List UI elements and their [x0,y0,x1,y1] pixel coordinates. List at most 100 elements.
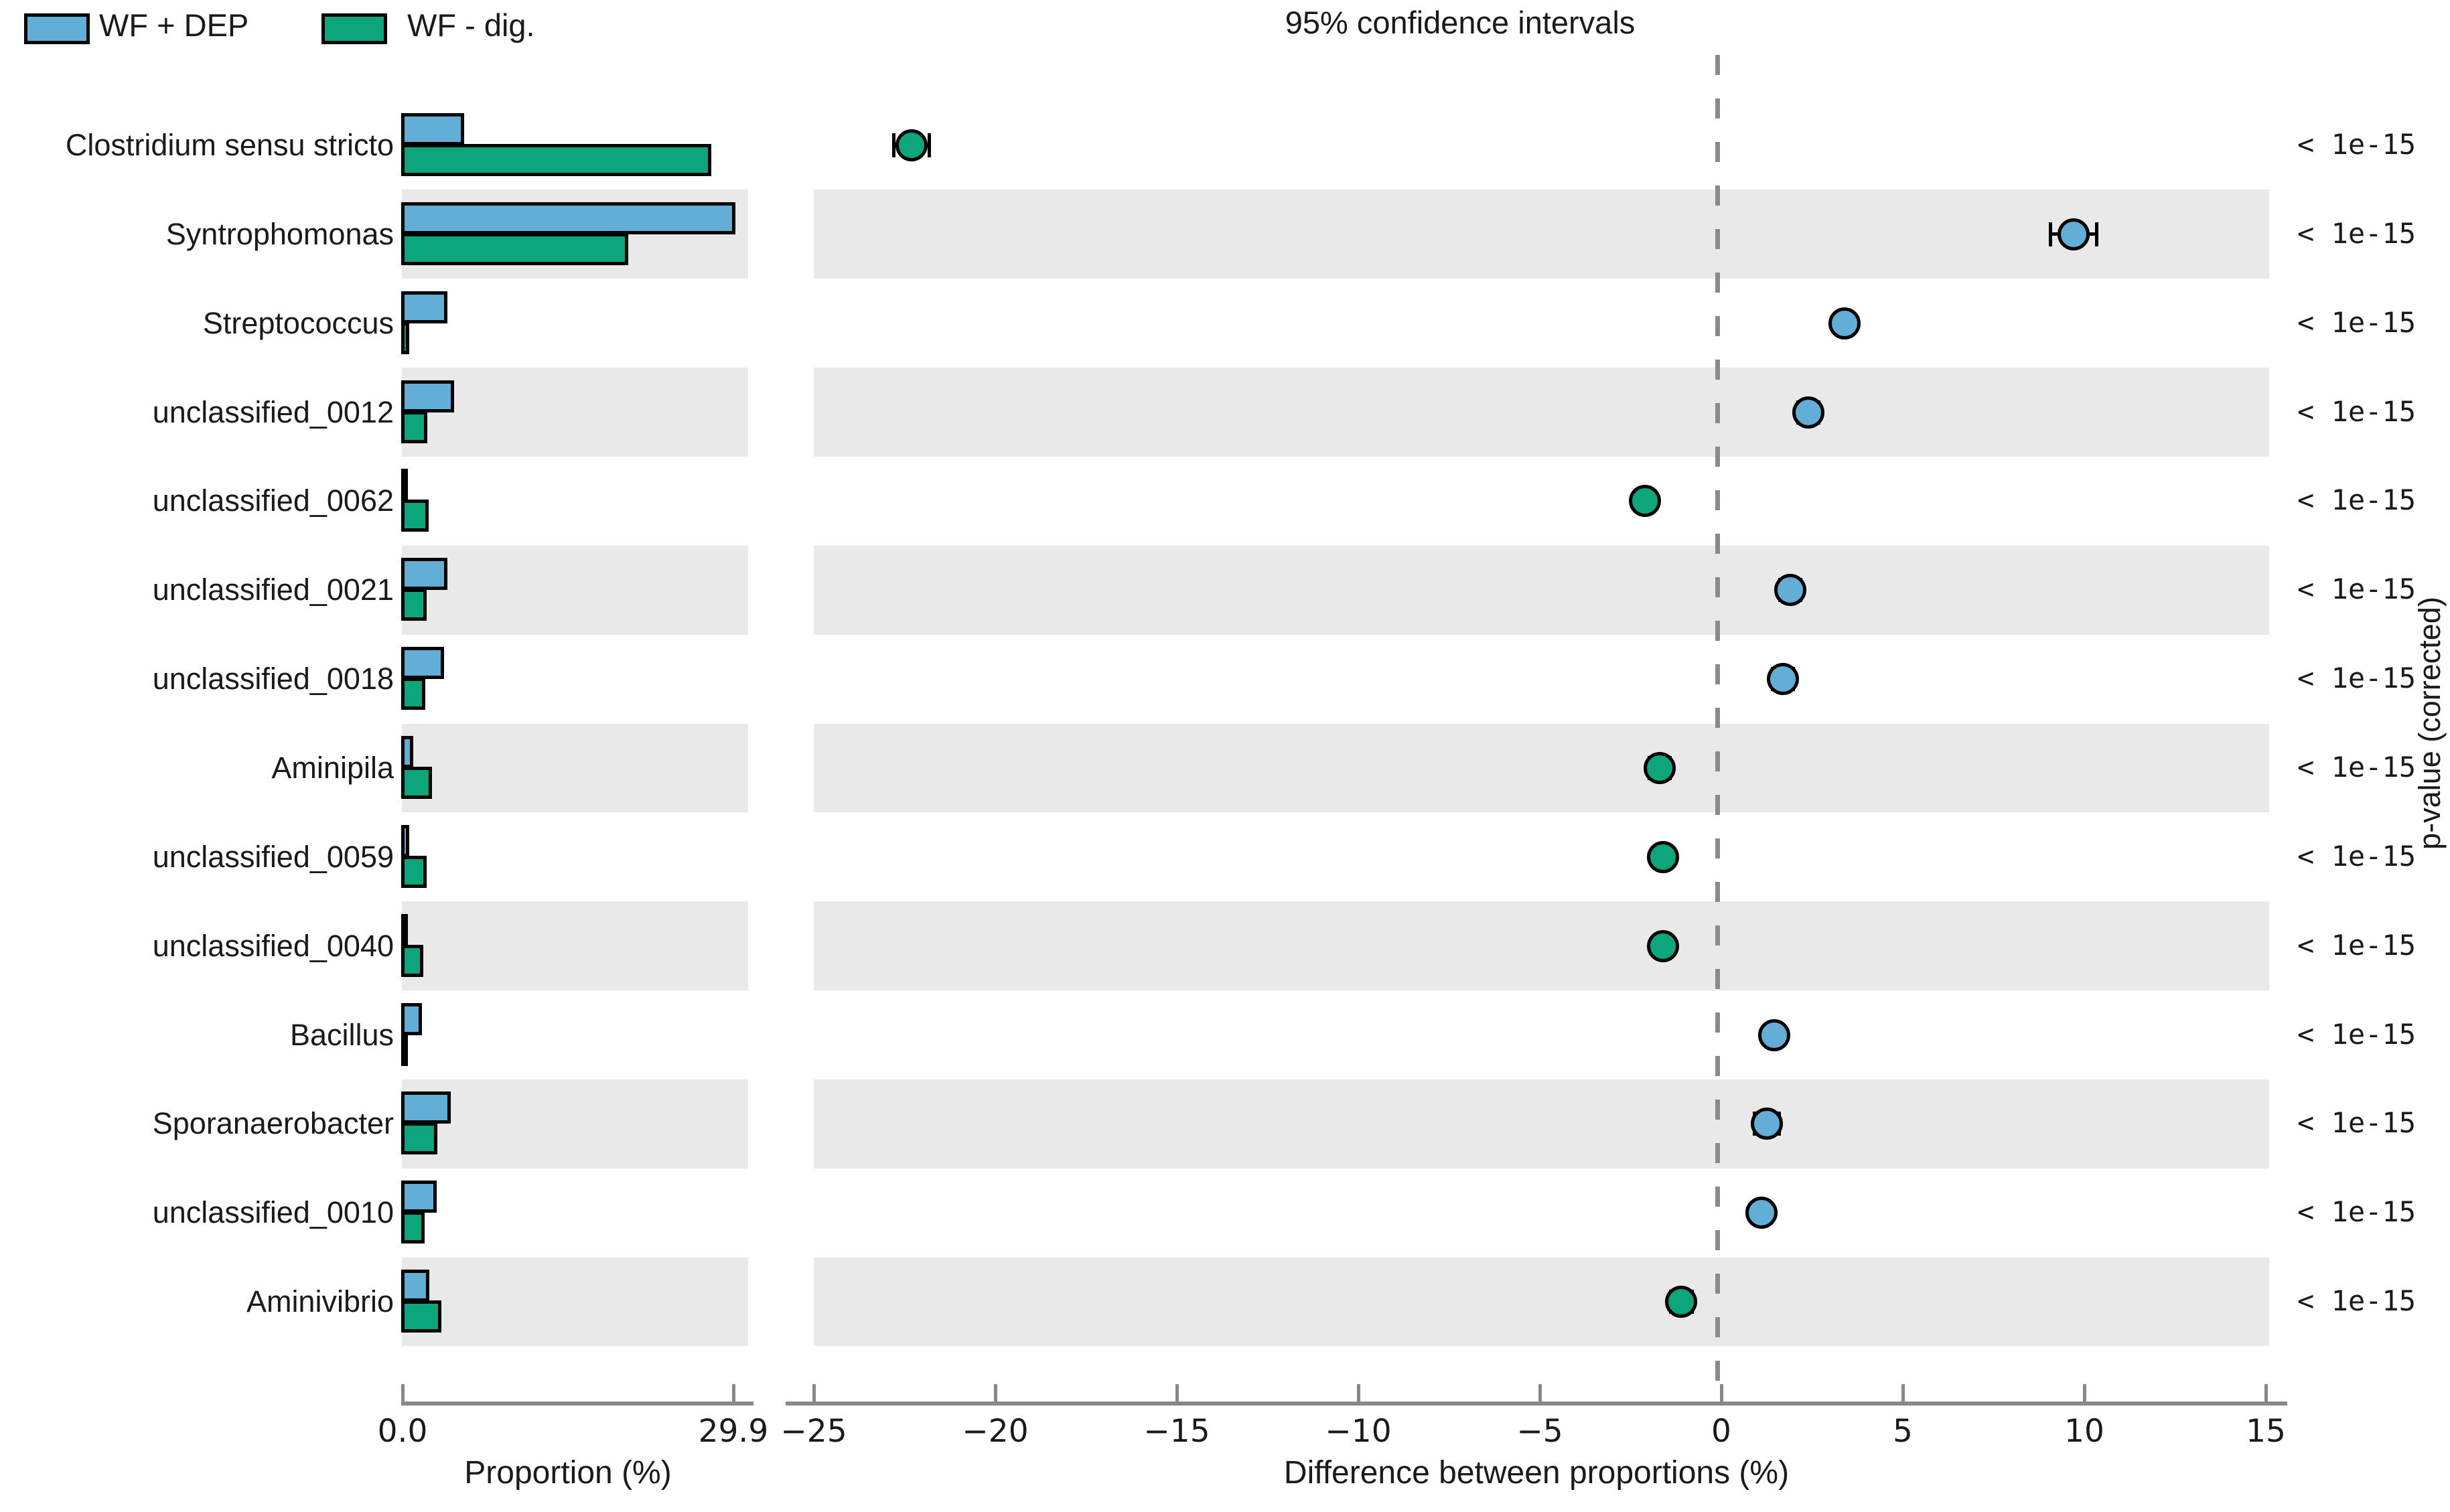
p-value: < 1e-15 [2297,1017,2417,1051]
left-axis-tick-label: 0.0 [377,1413,428,1450]
legend-swatch-wf-dep [24,13,90,44]
row-band-right [814,368,2269,457]
p-value: < 1e-15 [2297,1106,2417,1140]
bar-wf-dep [401,469,408,502]
legend-label-wf-dep: WF + DEP [99,7,249,43]
bar-wf-dep [401,113,465,145]
zero-dashed-line [1715,55,1720,1402]
right-axis-tick-label: −5 [1516,1413,1563,1450]
bar-wf-dig [401,589,427,621]
p-value: < 1e-15 [2297,1284,2417,1318]
taxon-label: unclassified_0062 [152,483,394,518]
x-axis-left [401,1402,753,1406]
row-band-right [814,901,2269,991]
bar-wf-dig [401,410,427,443]
p-value: < 1e-15 [2297,928,2417,962]
ci-dot [1757,1018,1790,1051]
ci-dot [1745,1197,1778,1229]
p-value: < 1e-15 [2297,305,2417,339]
ci-dot [1647,840,1680,873]
right-axis-tick-label: −25 [780,1413,847,1450]
right-axis-tick-label: 5 [1893,1413,1913,1450]
left-axis-tick [401,1384,405,1402]
ci-dot [1665,1286,1698,1318]
taxon-label: unclassified_0021 [152,573,394,607]
row-band-right [814,1257,2269,1347]
row-band-left [402,545,748,635]
bar-wf-dig [401,232,628,265]
bar-wf-dep [401,735,414,768]
bar-wf-dig [401,1300,441,1333]
taxon-label: Aminipila [271,750,394,785]
right-axis-tick [1538,1384,1542,1402]
taxon-label: Bacillus [289,1017,394,1052]
bar-wf-dig [401,321,409,354]
bar-wf-dig [401,144,711,176]
legend-swatch-wf-dig [321,13,387,44]
taxon-label: Syntrophomonas [165,216,394,251]
ci-dot [1643,751,1676,784]
taxon-label: unclassified_0012 [152,394,394,429]
ci-dot [1828,307,1861,339]
bar-wf-dig [401,855,427,888]
ci-dot [1792,396,1825,429]
ci-dot [895,129,928,161]
p-value: < 1e-15 [2297,128,2417,161]
right-axis-title: Difference between proportions (%) [1283,1455,1790,1491]
bar-wf-dig [401,1033,408,1066]
right-axis-tick [1901,1384,1905,1402]
bar-wf-dep [401,380,454,412]
ci-errorbar-cap-right [2094,222,2098,246]
confidence-intervals-title: 95% confidence intervals [1285,5,1636,40]
right-axis-tick [2083,1384,2086,1402]
ci-dot [1647,929,1680,962]
bar-wf-dep [401,558,448,591]
right-axis-tick [1175,1384,1179,1402]
left-axis-tick-label: 29.9 [698,1413,769,1450]
p-value-axis-label: p-value (corrected) [2412,597,2447,850]
bar-wf-dep [401,1091,451,1124]
taxon-label: Sporanaerobacter [152,1106,394,1141]
p-value: < 1e-15 [2297,573,2417,606]
row-band-left [402,901,748,991]
p-value: < 1e-15 [2297,394,2417,428]
taxon-label: unclassified_0040 [152,928,394,963]
ci-dot [1774,574,1806,607]
taxon-label: unclassified_0010 [152,1195,394,1230]
ci-dot [2057,218,2090,250]
ci-errorbar-cap-right [928,133,932,157]
left-axis-tick [731,1384,735,1402]
taxon-label: Streptococcus [202,305,394,340]
row-band-left [402,1079,748,1168]
x-axis-right [786,1402,2287,1406]
bar-wf-dep [401,1002,422,1035]
bar-wf-dig [401,1211,425,1244]
right-axis-tick [1720,1384,1723,1402]
p-value: < 1e-15 [2297,839,2417,873]
bar-wf-dep [401,1270,430,1302]
legend-label-wf-dig: WF - dig. [407,7,535,43]
p-value: < 1e-15 [2297,1195,2417,1229]
ci-errorbar-cap-left [2048,222,2052,246]
ci-dot [1750,1108,1783,1140]
left-axis-title: Proportion (%) [464,1455,672,1491]
taxon-label: unclassified_0059 [152,839,394,874]
bar-wf-dig [401,678,426,710]
right-axis-tick-label: 15 [2246,1413,2286,1450]
p-value: < 1e-15 [2297,662,2417,695]
row-band-right [814,723,2269,813]
right-axis-tick-label: −15 [1143,1413,1210,1450]
bar-wf-dep [401,1181,437,1213]
ci-dot [1629,485,1662,518]
bar-wf-dep [401,202,735,234]
row-band-right [814,190,2269,279]
right-axis-tick [994,1384,997,1402]
right-axis-tick-label: 0 [1711,1413,1731,1450]
bar-wf-dig [401,766,433,799]
taxon-label: Aminivibrio [246,1284,394,1319]
row-band-left [402,1257,748,1347]
bar-wf-dig [401,500,429,532]
bar-wf-dep [401,913,408,946]
taxon-label: unclassified_0018 [152,662,394,696]
